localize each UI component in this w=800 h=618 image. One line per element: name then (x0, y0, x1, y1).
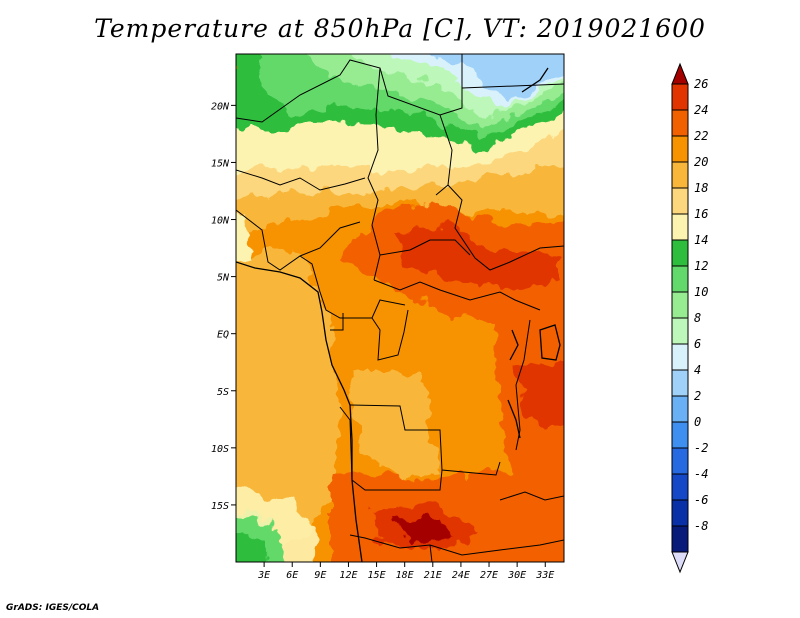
colorbar-label: -6 (694, 493, 708, 507)
lon-tick-label: 33E (535, 570, 554, 581)
colorbar-label: 20 (694, 155, 708, 169)
lat-tick-label: EQ (217, 330, 229, 341)
lon-tick-label: 18E (396, 570, 414, 581)
lon-tick-label: 9E (314, 570, 326, 581)
lat-tick-label: 15S (211, 501, 229, 512)
lon-tick-label: 15E (368, 570, 386, 581)
colorbar-swatch (671, 421, 689, 449)
colorbar-label: 16 (694, 207, 708, 221)
colorbar-swatch (671, 135, 689, 163)
lat-tick-label: 5N (217, 273, 230, 284)
colorbar-bottom-arrow (671, 551, 689, 574)
map-frame (235, 53, 565, 563)
colorbar-label: 4 (694, 363, 701, 377)
colorbar-label: 0 (694, 415, 701, 429)
colorbar-swatch (671, 473, 689, 501)
lon-tick-label: 6E (286, 570, 298, 581)
colorbar-swatch (671, 83, 689, 111)
lon-tick-label: 12E (339, 570, 357, 581)
lon-tick-label: 27E (480, 570, 498, 581)
lat-tick-label: 10S (211, 444, 229, 455)
colorbar-label: 8 (694, 311, 701, 325)
coastline (236, 67, 561, 562)
footer-credit: GrADS: IGES/COLA (6, 603, 100, 613)
colorbar-label: 18 (694, 181, 708, 195)
colorbar-top-arrow (671, 62, 689, 85)
lat-tick-label: 20N (211, 101, 230, 112)
longitude-axis: 3E 6E 9E 12E 15E 18E 21E 24E 27E 30E 33E (257, 562, 554, 581)
lat-tick-label: 10N (211, 216, 230, 227)
colorbar-label: 12 (694, 259, 708, 273)
colorbar-label: -8 (694, 519, 708, 533)
country-borders (236, 54, 564, 562)
colorbar-swatch (671, 109, 689, 137)
colorbar-label: 26 (694, 77, 708, 91)
lon-tick-label: 24E (452, 570, 470, 581)
colorbar-label: 10 (694, 285, 708, 299)
colorbar-swatch (671, 343, 689, 371)
colorbar-swatch (671, 239, 689, 267)
colorbar-label: 22 (694, 129, 708, 143)
colorbar-swatch (671, 291, 689, 319)
colorbar-swatch (671, 499, 689, 527)
colorbar-label: 6 (694, 337, 701, 351)
lat-tick-label: 5S (217, 387, 229, 398)
colorbar-swatch (671, 525, 689, 553)
colorbar-swatch (671, 317, 689, 345)
colorbar-swatch (671, 265, 689, 293)
colorbar-label: 2 (694, 389, 701, 403)
lon-tick-label: 3E (257, 570, 270, 581)
colorbar-label: 24 (694, 103, 708, 117)
colorbar-label: -4 (694, 467, 708, 481)
colorbar-label: 14 (694, 233, 708, 247)
lon-tick-label: 30E (507, 570, 526, 581)
colorbar-swatch (671, 447, 689, 475)
temperature-field (236, 54, 564, 562)
colorbar-swatch (671, 187, 689, 215)
chart-title: Temperature at 850hPa [C], VT: 201902160… (94, 14, 706, 43)
lat-tick-label: 15N (211, 158, 230, 169)
colorbar-swatch (671, 369, 689, 397)
colorbar-swatch (671, 395, 689, 423)
colorbar-swatch (671, 213, 689, 241)
colorbar-swatch (671, 161, 689, 189)
lon-tick-label: 21E (424, 570, 442, 581)
colorbar-label: -2 (694, 441, 708, 455)
latitude-axis: 20N 15N 10N 5N EQ 5S 10S 15S (211, 101, 236, 512)
